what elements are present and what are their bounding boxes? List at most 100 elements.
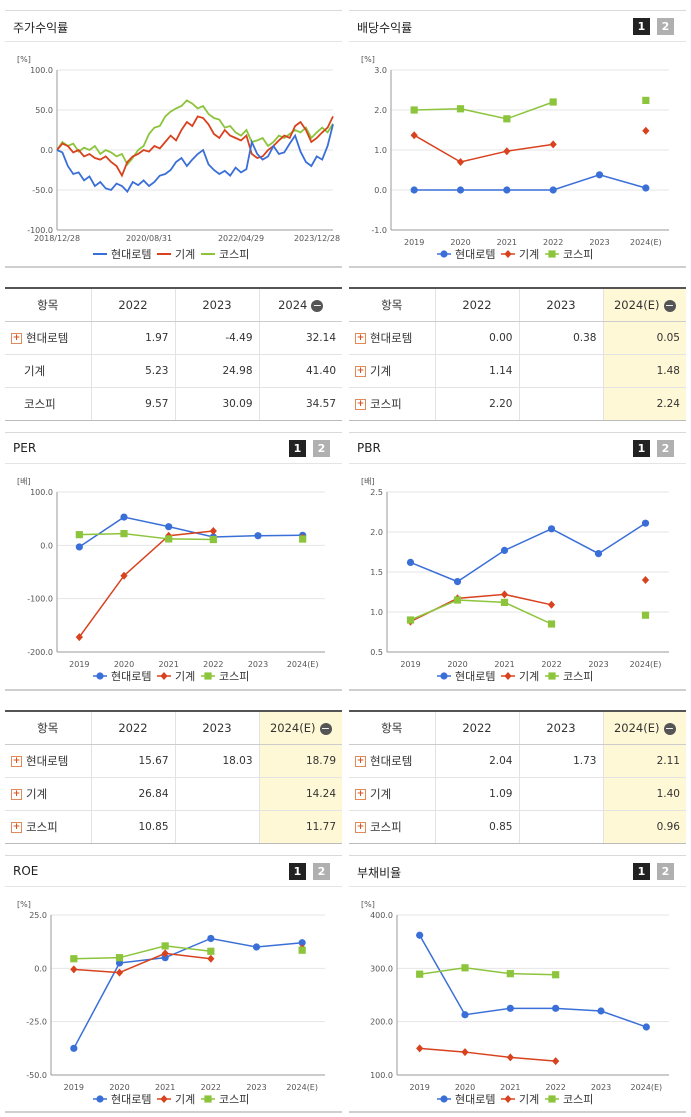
- legend-marker: [204, 1095, 212, 1103]
- row-name-cell: + 기계: [349, 354, 436, 388]
- x-tick-label: 2020: [447, 660, 467, 669]
- collapse-icon[interactable]: −: [663, 721, 676, 735]
- expand-icon[interactable]: +: [11, 789, 22, 800]
- x-tick-label: 2020: [109, 1083, 129, 1092]
- row-label: 기계: [370, 787, 392, 801]
- data-point: [642, 96, 650, 104]
- data-point: [165, 535, 173, 543]
- data-point: [70, 1044, 78, 1052]
- x-tick-label: 2024(E): [631, 1083, 663, 1092]
- legend-marker: [96, 1095, 104, 1103]
- y-tick-label: 2.0: [374, 106, 387, 115]
- y-tick-label: 100.0: [30, 66, 53, 75]
- value-cell: 41.40: [259, 354, 342, 388]
- page-1-button[interactable]: 1: [633, 18, 650, 35]
- page-2-button[interactable]: 2: [657, 863, 674, 880]
- data-point: [209, 527, 217, 536]
- page-2-button[interactable]: 2: [657, 18, 674, 35]
- value-cell: 11.77: [259, 810, 342, 844]
- x-tick-label: 2023/12/28: [294, 234, 340, 243]
- data-point: [75, 543, 83, 551]
- x-tick-label: 2023: [248, 660, 268, 669]
- data-point: [641, 519, 650, 527]
- expand-icon[interactable]: +: [355, 822, 366, 833]
- legend-marker: [160, 1095, 168, 1103]
- x-tick-label: 2020: [450, 238, 470, 247]
- data-point: [642, 1023, 650, 1031]
- row-name-cell: + 현대로템: [349, 321, 436, 355]
- data-point: [547, 600, 556, 609]
- data-point: [547, 525, 556, 533]
- collapse-icon[interactable]: −: [319, 721, 332, 735]
- data-point: [503, 186, 511, 194]
- y-tick-label: 25.0: [29, 911, 47, 920]
- data-point: [416, 931, 424, 939]
- expand-icon[interactable]: +: [355, 756, 366, 767]
- value-cell: 2.11: [603, 744, 686, 778]
- data-point: [506, 970, 514, 978]
- data-point: [549, 98, 557, 106]
- data-point: [506, 1004, 514, 1012]
- collapse-icon[interactable]: −: [311, 298, 324, 312]
- expand-icon[interactable]: +: [355, 789, 366, 800]
- y-tick-label: 1.0: [374, 146, 387, 155]
- header-cell: 2023: [519, 710, 604, 745]
- y-tick-label: 0.0: [40, 146, 53, 155]
- series-line: [78, 516, 303, 548]
- panel-header: PBR 1 2: [349, 433, 686, 464]
- page-1-button[interactable]: 1: [289, 863, 306, 880]
- row-label: 현대로템: [26, 331, 69, 345]
- data-point: [641, 576, 650, 584]
- x-tick-label: 2022: [541, 660, 561, 669]
- x-tick-label: 2023: [588, 660, 608, 669]
- data-point: [642, 126, 650, 135]
- table-row: + 코스피 10.85 11.77: [5, 810, 342, 844]
- header-cell-2024e: 2024(E) −: [603, 287, 686, 322]
- table-header-row: 항목 2022 2023 2024(E) −: [5, 710, 342, 745]
- table-row: + 기계 1.14 1.48: [349, 354, 686, 388]
- y-tick-label: 3.0: [374, 66, 387, 75]
- value-cell: 1.14: [435, 354, 520, 388]
- x-tick-label: 2021: [155, 1083, 175, 1092]
- unit-label: [배]: [361, 477, 375, 486]
- unit-label: [%]: [17, 55, 31, 64]
- data-point: [75, 633, 83, 642]
- page-1-button[interactable]: 1: [633, 863, 650, 880]
- expand-icon[interactable]: +: [355, 333, 366, 344]
- row-name-cell: + 기계: [5, 777, 92, 811]
- expand-icon[interactable]: +: [355, 366, 366, 377]
- series-line: [419, 967, 556, 976]
- page-1-button[interactable]: 1: [633, 440, 650, 457]
- expand-icon[interactable]: +: [11, 333, 22, 344]
- data-point: [406, 616, 415, 624]
- data-point: [298, 939, 306, 947]
- x-tick-label: 2023: [246, 1083, 266, 1092]
- expand-icon[interactable]: +: [11, 756, 22, 767]
- x-tick-label: 2021: [497, 238, 517, 247]
- value-cell: 34.57: [259, 387, 342, 421]
- series-line: [78, 530, 214, 638]
- table-row: + 현대로템 0.00 0.38 0.05: [349, 321, 686, 355]
- x-tick-label: 2022: [203, 660, 223, 669]
- x-tick-label: 2024(E): [630, 660, 662, 669]
- y-tick-label: -100.0: [27, 595, 53, 604]
- data-point: [456, 105, 465, 113]
- page-2-button[interactable]: 2: [657, 440, 674, 457]
- page-2-button[interactable]: 2: [313, 440, 330, 457]
- pbr-chart: [배] 2.5 2.0 1.5 1.0 0.5 2019 2020 2021 2022 2023 20…: [361, 477, 669, 683]
- row-label: 기계: [370, 364, 392, 378]
- page-2-button[interactable]: 2: [313, 863, 330, 880]
- page-1-button[interactable]: 1: [289, 440, 306, 457]
- data-point: [416, 970, 424, 978]
- expand-icon[interactable]: +: [11, 822, 22, 833]
- expand-icon[interactable]: +: [355, 399, 366, 410]
- y-tick-label: 2.5: [370, 488, 383, 497]
- value-cell: [175, 777, 260, 811]
- row-name-cell: + 현대로템: [5, 321, 92, 355]
- data-point: [595, 171, 604, 179]
- series-line: [414, 174, 647, 191]
- series-line: [73, 945, 211, 960]
- data-point: [453, 596, 462, 604]
- row-name-cell: + 코스피: [5, 810, 92, 844]
- collapse-icon[interactable]: −: [663, 298, 676, 312]
